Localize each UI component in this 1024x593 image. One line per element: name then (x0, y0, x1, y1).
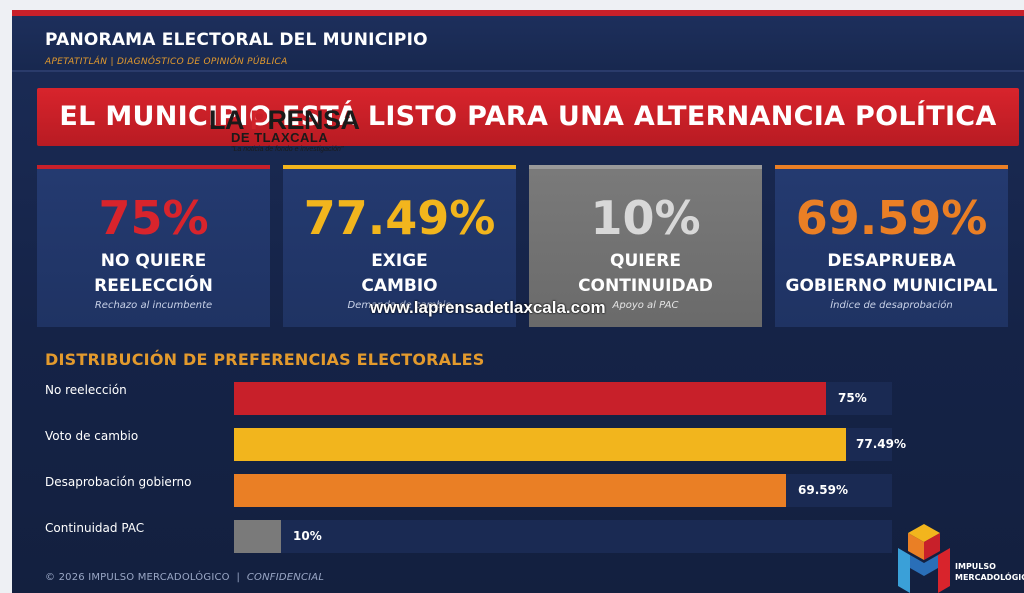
footer: © 2026 IMPULSO MERCADOLÓGICO | CONFIDENC… (45, 572, 324, 583)
kpi-note: Rechazo al incumbente (94, 300, 213, 311)
kpi-label: QUIERE CONTINUIDAD (529, 249, 762, 299)
bar-value-label: 69.59% (798, 483, 848, 497)
brand-line2: MERCADOLÓGICO (955, 573, 1024, 582)
kpi-note: Índice de desaprobación (830, 300, 953, 311)
watermark-logo-tagline: "La noticia de fondo e investigación" (231, 146, 344, 153)
bar-value-label: 10% (293, 529, 322, 543)
kpi-label-line1: QUIERE (610, 251, 681, 271)
bar-fill (234, 520, 281, 553)
bar-track (234, 474, 892, 507)
kpi-value: 10% (590, 191, 701, 245)
kpi-label-line2: CAMBIO (361, 276, 438, 296)
kpi-value: 77.49% (303, 191, 496, 245)
page-title: PANORAMA ELECTORAL DEL MUNICIPIO (45, 30, 428, 50)
brand-name: IMPULSO MERCADOLÓGICO (955, 561, 1024, 583)
headline-banner: EL MUNICIPIO ESTÁ LISTO PARA UNA ALTERNA… (37, 88, 1019, 146)
kpi-card: 10% QUIERE CONTINUIDAD Apoyo al PAC (529, 165, 762, 327)
kpi-label-line2: REELECCIÓN (94, 276, 213, 296)
watermark-logo-main: LA PRENSA (209, 105, 360, 136)
kpi-card: 77.49% EXIGE CAMBIO Demanda de cambio (283, 165, 516, 327)
kpi-label-line2: GOBIERNO MUNICIPAL (785, 276, 998, 296)
kpi-label-line1: DESAPRUEBA (827, 251, 956, 271)
kpi-card: 69.59% DESAPRUEBA GOBIERNO MUNICIPAL Índice… (775, 165, 1008, 327)
newspaper-watermark-logo: LA PRENSA DE TLAXCALA "La noticia de fon… (209, 105, 360, 153)
bar-value-label: 75% (838, 391, 867, 405)
watermark-logo-part-a: LA (209, 105, 250, 135)
kpi-label-line2: CONTINUIDAD (578, 276, 713, 296)
kpi-label-line1: EXIGE (371, 251, 428, 271)
bar-fill (234, 428, 846, 461)
kpi-value: 69.59% (795, 191, 988, 245)
kpi-label: NO QUIERE REELECCIÓN (37, 249, 270, 299)
watermark-url: www.laprensadetlaxcala.com (370, 298, 606, 317)
bar-track (234, 382, 892, 415)
kpi-label: EXIGE CAMBIO (283, 249, 516, 299)
distribution-title: DISTRIBUCIÓN DE PREFERENCIAS ELECTORALES (45, 350, 485, 369)
bar-label: Continuidad PAC (45, 521, 145, 535)
kpi-value: 75% (98, 191, 209, 245)
bar-label: Desaprobación gobierno (45, 475, 192, 489)
page-subtitle: APETATITLÁN | DIAGNÓSTICO DE OPINIÓN PÚB… (45, 57, 288, 67)
brand-line1: IMPULSO (955, 562, 996, 571)
bar-fill (234, 474, 786, 507)
kpi-label-line1: NO QUIERE (100, 251, 207, 271)
kpi-label: DESAPRUEBA GOBIERNO MUNICIPAL (775, 249, 1008, 299)
bar-value-label: 77.49% (856, 437, 906, 451)
headline-text: EL MUNICIPIO ESTÁ LISTO PARA UNA ALTERNA… (59, 101, 997, 132)
bar-label: Voto de cambio (45, 429, 139, 443)
watermark-logo-sub: DE TLAXCALA (231, 130, 329, 145)
footer-confidential: CONFIDENCIAL (246, 572, 325, 583)
bar-label: No reelección (45, 383, 127, 397)
footer-copyright: © 2026 IMPULSO MERCADOLÓGICO (45, 572, 230, 583)
impulso-logo-icon (898, 524, 950, 593)
bar-track (234, 520, 892, 553)
footer-separator: | (236, 572, 241, 583)
bar-track (234, 428, 892, 461)
kpi-note: Demanda de cambio (347, 300, 452, 311)
bar-fill (234, 382, 826, 415)
header-bar: PANORAMA ELECTORAL DEL MUNICIPIO APETATI… (12, 16, 1024, 72)
kpi-card: 75% NO QUIERE REELECCIÓN Rechazo al incumbe… (37, 165, 270, 327)
top-accent-line (12, 10, 1024, 16)
slide: PANORAMA ELECTORAL DEL MUNICIPIO APETATI… (12, 10, 1024, 593)
watermark-logo-part-p: P (250, 105, 268, 135)
watermark-logo-part-b: RENSA (267, 105, 361, 135)
kpi-note: Apoyo al PAC (612, 300, 679, 311)
